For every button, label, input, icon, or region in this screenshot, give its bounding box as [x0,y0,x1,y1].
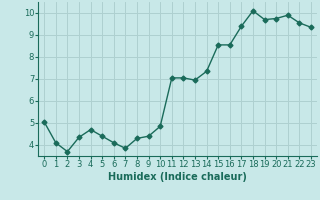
X-axis label: Humidex (Indice chaleur): Humidex (Indice chaleur) [108,172,247,182]
